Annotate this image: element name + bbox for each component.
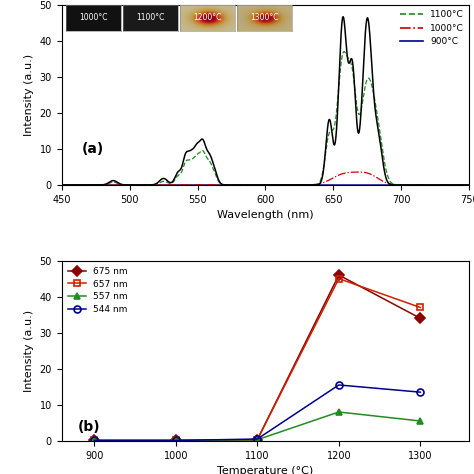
657 nm [418,305,423,310]
Text: 1000°C: 1000°C [79,13,108,22]
Line: 557 nm: 557 nm [91,409,424,444]
557 nm [336,409,342,415]
657 nm [255,437,260,443]
Line: 544 nm: 544 nm [91,382,424,444]
Text: (a): (a) [82,142,104,156]
557 nm [418,418,423,424]
675 nm [173,438,179,443]
Legend: 675 nm, 657 nm, 557 nm, 544 nm: 675 nm, 657 nm, 557 nm, 544 nm [64,264,131,318]
Y-axis label: Intensity (a.u.): Intensity (a.u.) [24,310,34,392]
X-axis label: Temperature (°C): Temperature (°C) [217,466,314,474]
544 nm [336,382,342,388]
675 nm [418,315,423,321]
Y-axis label: Intensity (a.u.): Intensity (a.u.) [24,54,34,136]
544 nm [255,436,260,442]
Line: 657 nm: 657 nm [91,275,424,444]
657 nm [173,438,179,443]
Text: 1200°C: 1200°C [193,13,221,22]
Text: 1100°C: 1100°C [137,13,164,22]
Line: 675 nm: 675 nm [91,272,424,444]
544 nm [173,438,179,443]
557 nm [173,438,179,443]
Legend: 1100°C, 1000°C, 900°C: 1100°C, 1000°C, 900°C [397,7,467,50]
675 nm [336,272,342,278]
675 nm [91,438,97,443]
657 nm [91,438,97,443]
657 nm [336,276,342,282]
557 nm [255,437,260,443]
X-axis label: Wavelength (nm): Wavelength (nm) [217,210,314,220]
Text: 1300°C: 1300°C [250,13,279,22]
544 nm [91,438,97,443]
557 nm [91,438,97,443]
544 nm [418,389,423,395]
675 nm [255,437,260,443]
Text: (b): (b) [78,419,100,434]
